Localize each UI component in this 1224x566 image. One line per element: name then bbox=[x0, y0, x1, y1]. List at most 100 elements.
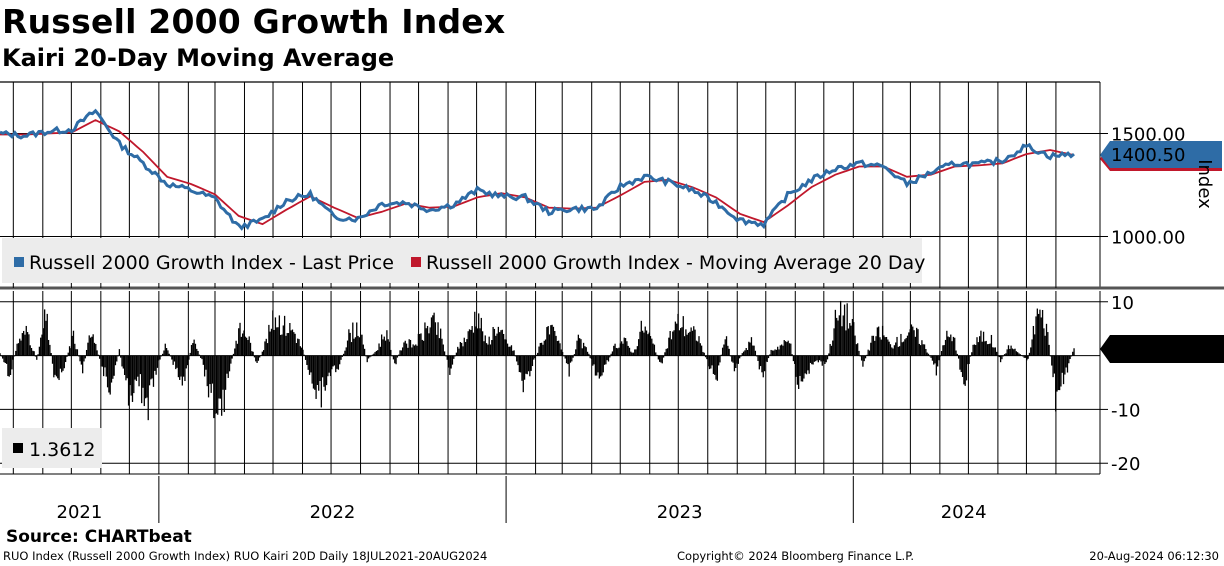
kairi-bar bbox=[804, 355, 806, 374]
kairi-bar bbox=[577, 334, 580, 356]
kairi-bar bbox=[457, 346, 459, 356]
kairi-bar bbox=[113, 355, 115, 376]
kairi-bar bbox=[189, 352, 191, 356]
kairi-bar bbox=[12, 355, 14, 360]
kairi-bar bbox=[453, 355, 455, 359]
kairi-bar bbox=[419, 333, 421, 356]
kairi-bar bbox=[708, 355, 711, 370]
kairi-bar bbox=[739, 355, 741, 359]
kairi-bar bbox=[152, 355, 155, 387]
kairi-bar bbox=[895, 342, 897, 356]
kairi-bar bbox=[234, 348, 236, 356]
kairi-bar bbox=[694, 329, 696, 356]
kairi-bar bbox=[627, 345, 629, 356]
kairi-bar bbox=[298, 339, 300, 356]
kairi-bar bbox=[1066, 355, 1069, 373]
kairi-bar bbox=[92, 334, 94, 356]
kairi-bar bbox=[934, 355, 936, 364]
kairi-bar bbox=[592, 355, 594, 366]
kairi-bar bbox=[742, 351, 745, 356]
kairi-bar bbox=[1006, 349, 1008, 356]
kairi-bar bbox=[825, 355, 827, 363]
kairi-bar bbox=[791, 354, 793, 356]
kairi-bar bbox=[523, 355, 526, 380]
kairi-bar bbox=[901, 342, 903, 356]
kairi-bar bbox=[954, 337, 956, 356]
kairi-bar bbox=[231, 355, 233, 359]
kairi-bar bbox=[138, 355, 140, 387]
kairi-bar bbox=[493, 328, 496, 356]
kairi-bar bbox=[624, 338, 627, 356]
kairi-bar bbox=[329, 355, 332, 377]
kairi-bar bbox=[280, 334, 282, 356]
kairi-bar bbox=[815, 355, 817, 362]
kairi-bar bbox=[664, 352, 666, 356]
kairi-bar bbox=[0, 355, 3, 357]
kairi-bar bbox=[293, 332, 295, 356]
kairi-bar bbox=[417, 333, 420, 356]
kairi-bar bbox=[759, 355, 762, 367]
kairi-bar bbox=[572, 355, 574, 358]
kairi-bar bbox=[331, 355, 333, 370]
kairi-bar bbox=[1045, 323, 1048, 356]
kairi-bar bbox=[644, 326, 646, 356]
kairi-bar bbox=[933, 355, 935, 365]
kairi-bar bbox=[662, 355, 665, 358]
kairi-bar bbox=[396, 355, 399, 358]
kairi-bar bbox=[303, 354, 305, 356]
kairi-bar bbox=[341, 355, 343, 357]
kairi-bar bbox=[492, 326, 494, 356]
kairi-bar bbox=[375, 350, 378, 356]
kairi-bar bbox=[854, 335, 856, 356]
kairi-bar bbox=[210, 355, 212, 393]
kairi-bar bbox=[1058, 355, 1061, 391]
kairi-bar bbox=[175, 355, 177, 370]
kairi-bar bbox=[30, 348, 33, 356]
kairi-bar bbox=[926, 352, 928, 356]
kairi-bar bbox=[1005, 353, 1007, 356]
kairi-bar bbox=[357, 335, 359, 356]
kairi-bar bbox=[130, 355, 132, 396]
kairi-bar bbox=[54, 355, 56, 375]
kairi-bar bbox=[405, 343, 408, 356]
kairi-bar bbox=[874, 340, 876, 356]
kairi-bar bbox=[927, 353, 930, 356]
kairi-bar bbox=[67, 352, 69, 356]
kairi-bar bbox=[999, 355, 1002, 363]
kairi-bar bbox=[335, 355, 337, 373]
kairi-bar bbox=[460, 342, 463, 356]
kairi-bar bbox=[851, 318, 854, 356]
kairi-bar bbox=[222, 355, 224, 390]
kairi-bar bbox=[955, 350, 957, 356]
kairi-bar bbox=[770, 349, 772, 356]
legend-label-kairi: 1.3612 bbox=[29, 439, 95, 461]
kairi-bar bbox=[105, 355, 107, 377]
kairi-bar bbox=[336, 355, 338, 369]
kairi-bar bbox=[582, 342, 585, 356]
kairi-bar bbox=[381, 334, 383, 356]
kairi-bar bbox=[63, 355, 65, 369]
kairi-bar bbox=[245, 337, 248, 356]
kairi-bar bbox=[975, 345, 977, 356]
kairi-bar bbox=[740, 355, 742, 357]
kairi-bar bbox=[647, 334, 649, 356]
kairi-bar bbox=[137, 355, 139, 377]
kairi-bar bbox=[109, 355, 111, 395]
kairi-bar bbox=[967, 355, 969, 365]
kairi-bar bbox=[156, 355, 159, 368]
kairi-bar bbox=[99, 355, 101, 359]
kairi-bar bbox=[824, 355, 826, 365]
kairi-bar bbox=[371, 354, 374, 356]
kairi-bar bbox=[426, 325, 429, 356]
kairi-bar bbox=[218, 355, 220, 399]
kairi-bar bbox=[1065, 355, 1067, 368]
kairi-bar bbox=[369, 355, 371, 358]
kairi-bar bbox=[568, 355, 570, 377]
kairi-bar bbox=[424, 322, 426, 356]
kairi-bar bbox=[659, 355, 661, 362]
kairi-bar bbox=[1070, 355, 1073, 357]
kairi-bar bbox=[972, 344, 974, 356]
kairi-bar bbox=[923, 344, 926, 356]
kairi-bar bbox=[185, 355, 187, 369]
